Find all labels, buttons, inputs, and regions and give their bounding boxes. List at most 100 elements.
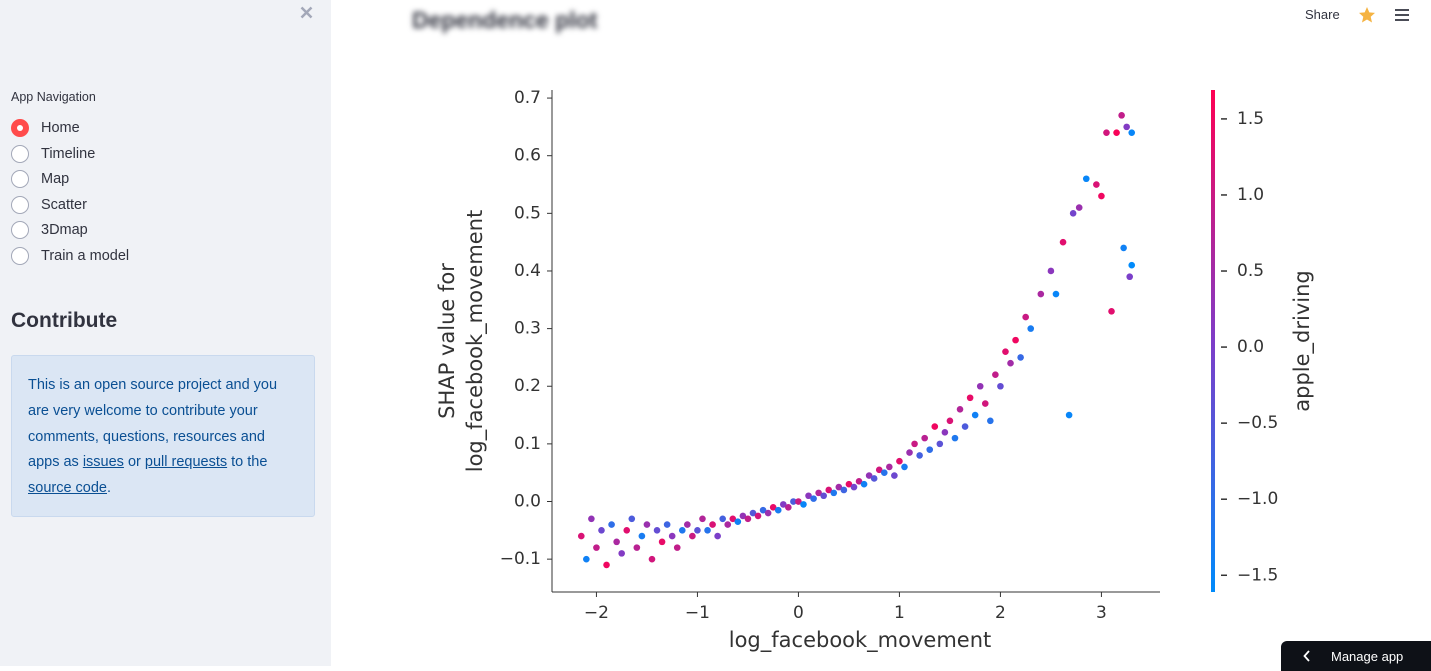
y-tick-label: 0.2 [514,376,541,396]
point [623,527,631,534]
point [759,506,767,514]
button-label: Manage app [1331,648,1404,664]
point [855,478,863,485]
radio-option[interactable]: Scatter [11,194,87,216]
point [668,532,676,540]
menu-icon[interactable] [1394,8,1410,22]
x-axis-label: log_facebook_movement [729,628,992,653]
point [638,532,646,540]
text: or [123,454,145,471]
point [689,532,696,540]
point [1017,354,1024,361]
point [1075,204,1083,211]
point [805,492,812,500]
point [1059,238,1067,246]
radio-label: Home [41,120,80,136]
info-box: This is an open source project and you a… [11,355,315,517]
radio-option[interactable]: Train a model [11,245,129,267]
colorbar-tick-label: 0.5 [1237,261,1264,281]
point [633,544,641,551]
point [1123,123,1130,131]
radio-option[interactable]: Timeline [11,143,95,165]
point [779,501,787,508]
point [1108,308,1115,315]
point [956,405,964,413]
point [800,501,807,508]
point [875,466,883,474]
y-tick-label: −0.1 [500,549,541,569]
point [790,498,797,505]
point [946,417,954,425]
point [835,483,843,491]
point [976,382,984,390]
radio-option[interactable]: Map [11,168,69,190]
manage-app-button[interactable]: Manage app [1281,641,1431,671]
point [1126,273,1134,281]
text: This is an open source project and you a… [28,377,278,471]
point [936,440,944,448]
radio-label: 3Dmap [41,222,88,239]
radio-option[interactable]: 3Dmap [11,219,88,241]
x-tick-label: 0 [793,603,804,623]
point [653,527,661,534]
point [850,483,858,491]
radio-circle [11,170,29,189]
chevron-icon [1303,650,1310,662]
y-tick-label: 0.3 [514,319,541,339]
point [906,449,913,456]
x-tick-label: 2 [995,603,1006,623]
link[interactable]: issues [82,454,124,471]
colorbar-tick-label: −0.5 [1237,413,1278,433]
point [926,446,934,453]
point [795,498,802,505]
point [1103,129,1110,136]
star-icon[interactable] [1358,6,1376,24]
y-tick-label: 0.4 [514,261,541,281]
point [870,475,878,482]
colorbar-tick-label: 1.0 [1237,185,1264,205]
y-tick-label: 0.7 [514,88,541,108]
point [1027,325,1035,332]
point [896,457,903,465]
text: to the [227,454,268,471]
point [648,555,656,563]
section-heading: Contribute [11,309,118,332]
point [598,527,605,534]
point [678,527,686,534]
point [1082,175,1090,183]
point [921,434,928,442]
close-button[interactable] [300,6,313,19]
chart: −2 −1 0 1 2 3 −0.1 0.0 0.1 0.2 0.3 0.4 0.5 0.6 0.7 log_… [435,88,1315,653]
point [1012,336,1019,344]
point [729,515,737,523]
point [673,544,681,551]
radio-label: Map [41,171,70,188]
share-button[interactable]: Share [1305,7,1340,22]
point [1052,290,1060,298]
y-axis-label: SHAP value for [435,263,459,419]
point [931,423,939,430]
point [719,515,726,523]
y-tick-label: 0.6 [514,146,541,166]
link[interactable]: pull requests [144,454,228,471]
point [1120,244,1127,252]
point [704,527,711,534]
point [1037,290,1045,298]
point [886,463,893,471]
point [941,429,949,436]
point [714,532,721,540]
radio-circle [11,195,29,214]
radio-option[interactable]: Home [11,117,80,139]
point [699,515,706,523]
point [588,515,595,523]
point [891,472,898,479]
point [709,521,716,528]
link[interactable]: source code [28,480,107,497]
point [764,509,772,517]
point [1069,210,1077,217]
point [749,509,757,517]
x-tick-label: −2 [584,603,609,623]
x-tick-label: −1 [685,603,710,623]
point [840,486,848,494]
